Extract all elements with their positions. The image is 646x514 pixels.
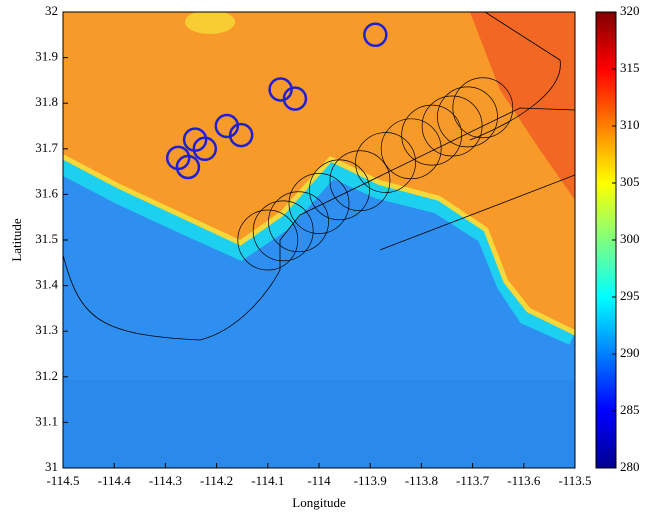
x-tick-label: -114 bbox=[307, 473, 331, 488]
y-tick-label: 31.8 bbox=[35, 94, 58, 109]
observation-circle bbox=[214, 113, 240, 139]
track-circle bbox=[421, 95, 483, 157]
y-tick-label: 31.7 bbox=[35, 140, 58, 155]
x-tick-label: -113.8 bbox=[405, 473, 438, 488]
observation-circle bbox=[175, 154, 201, 180]
x-tick-label: -113.9 bbox=[354, 473, 387, 488]
colorbar-tick-label: 300 bbox=[620, 231, 640, 246]
track-circle bbox=[355, 132, 416, 193]
y-tick-label: 31 bbox=[45, 459, 58, 474]
track-circle bbox=[329, 150, 391, 212]
y-tick-label: 31.6 bbox=[35, 185, 58, 200]
colorbar-tick-label: 295 bbox=[620, 288, 640, 303]
y-axis-label: Latitude bbox=[9, 218, 24, 262]
x-tick-label: -114.2 bbox=[200, 473, 233, 488]
track-circle bbox=[252, 200, 314, 262]
observation-circle bbox=[363, 22, 388, 48]
colorbar-tick-label: 285 bbox=[620, 402, 640, 417]
track-circle bbox=[380, 118, 442, 180]
y-tick-label: 31.9 bbox=[35, 49, 58, 64]
y-tick-label: 31.4 bbox=[35, 277, 58, 292]
track-circle bbox=[401, 104, 462, 166]
colorbar-tick-label: 305 bbox=[620, 174, 640, 189]
colorbar-tick-label: 290 bbox=[620, 345, 640, 360]
field bbox=[63, 12, 575, 468]
x-tick-label: -114.3 bbox=[149, 473, 182, 488]
track-circle bbox=[268, 191, 329, 253]
x-tick-label: -113.7 bbox=[456, 473, 490, 488]
colorbar-tick-label: 320 bbox=[620, 3, 640, 18]
observation-circle bbox=[228, 122, 254, 148]
x-tick-label: -114.1 bbox=[251, 473, 284, 488]
observation-circle bbox=[192, 136, 218, 162]
y-tick-label: 31.2 bbox=[35, 368, 58, 383]
track-circle bbox=[288, 173, 350, 234]
y-tick-label: 31.1 bbox=[35, 413, 58, 428]
x-axis-label: Longitude bbox=[292, 495, 346, 510]
y-tick-label: 31.5 bbox=[35, 231, 58, 246]
track-circle bbox=[309, 159, 370, 221]
colorbar-tick-label: 280 bbox=[620, 459, 640, 474]
y-tick-label: 31.3 bbox=[35, 322, 58, 337]
observation-circle bbox=[268, 77, 293, 102]
track-circle bbox=[237, 209, 299, 271]
y-tick-label: 32 bbox=[45, 3, 58, 18]
x-tick-label: -114.5 bbox=[46, 473, 79, 488]
colorbar-tick-label: 310 bbox=[620, 117, 640, 132]
x-tick-label: -114.4 bbox=[98, 473, 132, 488]
x-tick-label: -113.6 bbox=[507, 473, 541, 488]
track-circle bbox=[437, 86, 498, 148]
observation-circle bbox=[282, 86, 308, 111]
colorbar-tick-label: 315 bbox=[620, 60, 640, 75]
x-tick-label: -113.5 bbox=[558, 473, 591, 488]
track-circle bbox=[452, 77, 514, 139]
